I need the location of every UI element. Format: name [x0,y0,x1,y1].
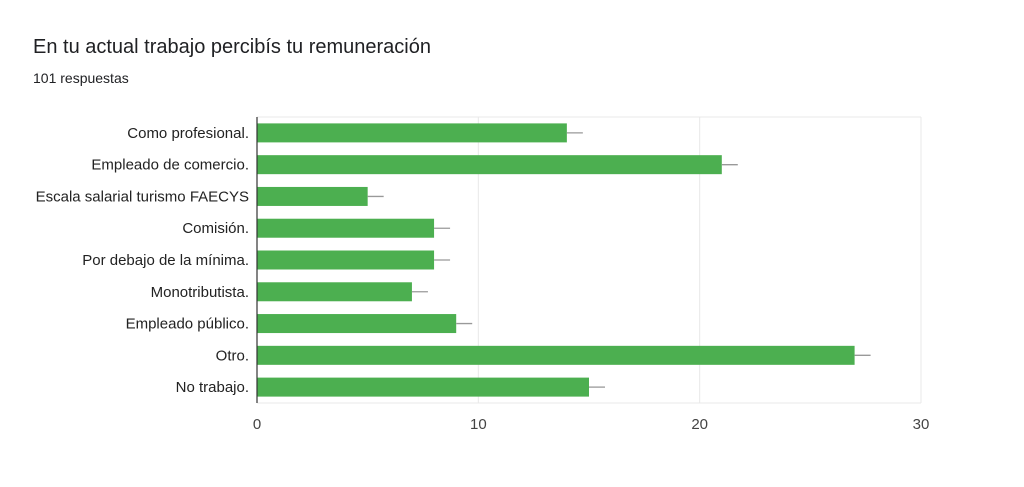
category-label: Comisión. [182,220,249,237]
category-label: Monotributista. [151,284,249,301]
response-count: 101 respuestas [33,70,129,86]
chart-title: En tu actual trabajo percibís tu remuner… [33,36,431,58]
x-tick-label: 10 [470,416,487,433]
bar[interactable] [257,314,457,334]
chart-header: En tu actual trabajo percibís tu remuner… [33,34,431,87]
category-label: Empleado público. [126,316,249,333]
bar[interactable] [257,282,412,302]
category-label: Como profesional. [127,125,249,142]
x-tick-label: 20 [691,416,708,433]
bar[interactable] [257,218,435,238]
category-label: Escala salarial turismo FAECYS [36,188,249,205]
bar[interactable] [257,186,368,206]
category-label: Por debajo de la mínima. [82,252,249,269]
bar[interactable] [257,345,855,365]
category-label: Otro. [216,347,249,364]
x-tick-label: 0 [253,416,261,433]
category-label: No trabajo. [176,379,249,396]
bar[interactable] [257,377,589,397]
bar[interactable] [257,123,567,143]
x-tick-label: 30 [913,416,930,433]
bar[interactable] [257,250,435,270]
category-label: Empleado de comercio. [91,157,249,174]
bar[interactable] [257,155,722,175]
